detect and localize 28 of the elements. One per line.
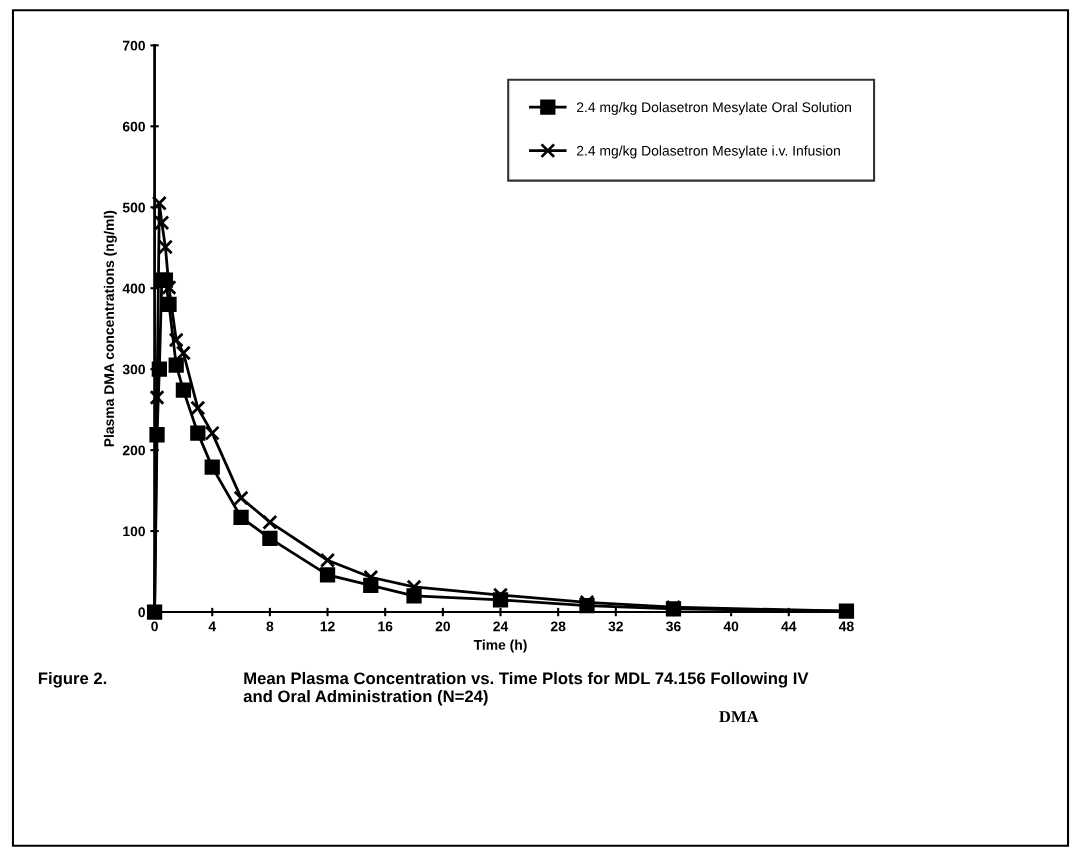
- x-tick-label: 0: [151, 621, 158, 632]
- x-tick-label: 36: [666, 621, 681, 632]
- x-tick-label: 16: [378, 621, 393, 632]
- x-tick-label: 32: [608, 621, 623, 632]
- x-tick-label: 12: [320, 621, 335, 632]
- x-tick-label: 40: [723, 621, 739, 632]
- x-tick-label: 48: [838, 621, 854, 632]
- x-tick-label: 20: [435, 621, 451, 632]
- y-tick-label: 600: [122, 121, 145, 132]
- legend-label: 2.4 mg/kg Dolasetron Mesylate Oral Solution: [576, 101, 851, 115]
- caption: Figure 2.: [38, 671, 107, 688]
- y-tick-label: 200: [122, 445, 145, 456]
- y-tick-label: 500: [122, 202, 145, 213]
- x-tick-label: 28: [550, 621, 566, 632]
- x-tick-label: 4: [208, 621, 217, 632]
- x-axis-title: Time (h): [473, 639, 527, 653]
- y-tick-label: 100: [123, 526, 145, 537]
- legend-label: 2.4 mg/kg Dolasetron Mesylate i.v. Infusion: [576, 145, 840, 159]
- y-tick-label: 700: [122, 40, 145, 51]
- text: Mean Plasma Concentration vs. Time Plots for MDL 74.156 Following IV and Oral Administration (N=24): [243, 671, 809, 706]
- text: DMA: [719, 711, 759, 723]
- y-axis-title: Plasma DMA concentrations (ng/ml): [103, 210, 117, 447]
- x-tick-label: 24: [493, 621, 509, 632]
- y-tick-label: 300: [122, 364, 145, 375]
- y-tick-label: 0: [138, 607, 145, 618]
- y-tick-label: 400: [122, 283, 145, 294]
- x-tick-label: 44: [781, 621, 797, 632]
- x-tick-label: 8: [266, 621, 274, 632]
